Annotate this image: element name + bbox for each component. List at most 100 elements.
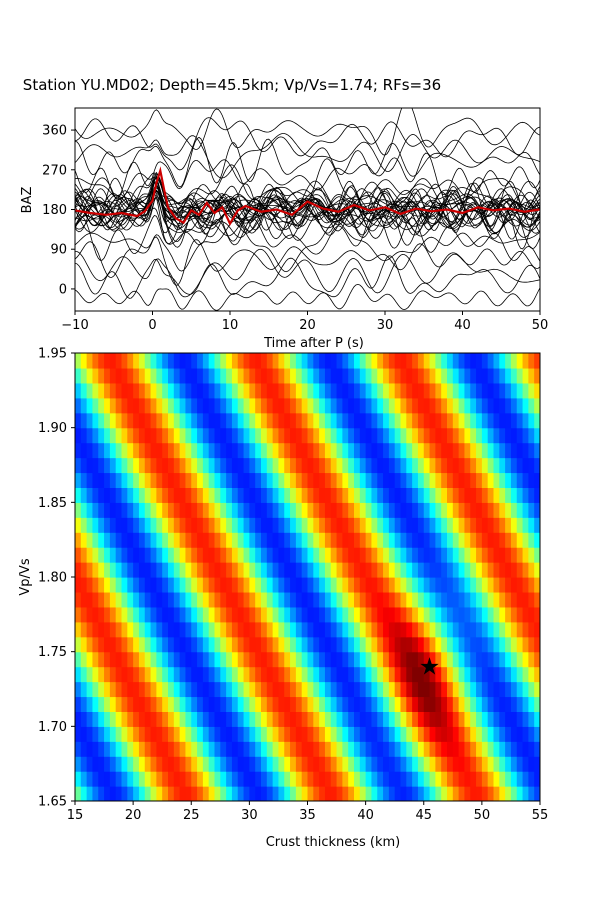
- heatmap-cell: [208, 756, 216, 772]
- heatmap-cell: [266, 532, 274, 548]
- heatmap-cell: [104, 412, 111, 429]
- heatmap-cell: [423, 786, 431, 801]
- heatmap-cell: [423, 353, 431, 369]
- heatmap-cell: [423, 382, 431, 399]
- heatmap-cell: [348, 442, 355, 459]
- heatmap-cell: [255, 353, 262, 369]
- heatmap-cell: [138, 786, 146, 801]
- heatmap-cell: [534, 651, 540, 668]
- heatmap-cell: [371, 577, 378, 593]
- heatmap-cell: [412, 502, 419, 518]
- heatmap-cell: [214, 696, 221, 712]
- heatmap-cell: [330, 621, 338, 638]
- heatmap-cell: [400, 771, 407, 787]
- heatmap-cell: [487, 726, 495, 742]
- heatmap-cell: [423, 532, 431, 548]
- heatmap-cell: [127, 681, 134, 698]
- heatmap-cell: [481, 666, 489, 683]
- heatmap-cell: [86, 681, 94, 698]
- heatmap-cell: [133, 547, 140, 563]
- heatmap-cell: [86, 591, 94, 608]
- heatmap-cell: [342, 427, 349, 444]
- heatmap-cell: [173, 666, 181, 683]
- heatmap-cell: [162, 591, 169, 608]
- heatmap-cell: [464, 621, 471, 638]
- heatmap-cell: [173, 502, 181, 518]
- heatmap-cell: [220, 577, 227, 593]
- heatmap-cell: [429, 487, 436, 503]
- heatmap-cell: [336, 457, 343, 474]
- heatmap-cell: [249, 532, 256, 548]
- heatmap-cell: [237, 442, 245, 459]
- heatmap-cell: [452, 442, 460, 459]
- heatmap-cell: [441, 353, 448, 369]
- heatmap-cell: [231, 472, 239, 488]
- heatmap-cell: [197, 726, 204, 742]
- heatmap-cell: [330, 562, 338, 578]
- heatmap-cell: [371, 591, 378, 608]
- heatmap-cell: [348, 606, 355, 623]
- heatmap-cell: [330, 397, 338, 414]
- heatmap-cell: [417, 532, 425, 548]
- heatmap-cell: [528, 382, 535, 399]
- heatmap-cell: [150, 427, 157, 444]
- heatmap-cell: [121, 367, 128, 384]
- heatmap-cell: [243, 517, 250, 533]
- heatmap-cell: [330, 487, 338, 503]
- heatmap-cell: [220, 651, 227, 668]
- heatmap-cell: [266, 591, 274, 608]
- heatmap-cell: [394, 696, 402, 712]
- heatmap-cell: [458, 353, 466, 369]
- heatmap-cell: [394, 532, 402, 548]
- heatmap-cell: [162, 681, 169, 698]
- heatmap-cell: [359, 502, 367, 518]
- heatmap-cell: [319, 621, 326, 638]
- heatmap-cell: [412, 562, 419, 578]
- heatmap-cell: [144, 591, 152, 608]
- heatmap-cell: [307, 442, 314, 459]
- heatmap-cell: [272, 577, 280, 593]
- heatmap-cell: [313, 606, 320, 623]
- heatmap-cell: [499, 442, 506, 459]
- heatmap-cell: [92, 502, 99, 518]
- heatmap-cell: [144, 726, 152, 742]
- heatmap-cell: [185, 636, 192, 653]
- heatmap-cell: [313, 711, 320, 727]
- heatmap-cell: [412, 741, 419, 757]
- heatmap-cell: [295, 532, 303, 548]
- heatmap-cell: [104, 651, 111, 668]
- heatmap-cell: [138, 726, 146, 742]
- heatmap-cell: [185, 382, 192, 399]
- heatmap-cell: [481, 711, 489, 727]
- heatmap-cell: [371, 487, 378, 503]
- heatmap-cell: [208, 397, 216, 414]
- heatmap-cell: [191, 353, 198, 369]
- heatmap-cell: [476, 517, 483, 533]
- heatmap-cell: [447, 397, 454, 414]
- heatmap-cell: [266, 427, 274, 444]
- heatmap-cell: [487, 457, 495, 474]
- heatmap-cell: [464, 412, 471, 429]
- heatmap-cell: [377, 517, 384, 533]
- heatmap-cell: [295, 517, 303, 533]
- heatmap-cell: [284, 412, 291, 429]
- heatmap-cell: [144, 756, 152, 772]
- heatmap-cell: [86, 517, 94, 533]
- heatmap-cell: [417, 681, 425, 698]
- heatmap-cell: [388, 577, 396, 593]
- heatmap-cell: [516, 472, 524, 488]
- heatmap-cell: [423, 577, 431, 593]
- heatmap-cell: [371, 367, 378, 384]
- rf-trace-line: [75, 136, 540, 188]
- heatmap-cell: [208, 786, 216, 801]
- heatmap-cell: [516, 651, 524, 668]
- heatmap-cell: [156, 442, 163, 459]
- heatmap-cell: [435, 696, 442, 712]
- heatmap-cell: [510, 666, 518, 683]
- heatmap-cell: [86, 427, 94, 444]
- heatmap-cell: [127, 786, 134, 801]
- heatmap-cell: [115, 651, 123, 668]
- heatmap-cell: [80, 681, 88, 698]
- heatmap-cell: [144, 786, 152, 801]
- heatmap-cell: [383, 547, 390, 563]
